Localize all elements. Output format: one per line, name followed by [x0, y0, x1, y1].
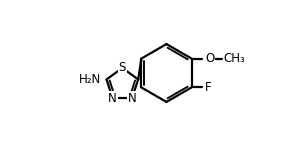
Text: H₂N: H₂N: [78, 73, 101, 86]
Text: N: N: [108, 92, 117, 105]
Text: N: N: [128, 92, 136, 105]
Text: S: S: [119, 61, 126, 74]
Text: F: F: [205, 81, 212, 94]
Text: CH₃: CH₃: [223, 52, 245, 65]
Text: O: O: [205, 52, 214, 65]
